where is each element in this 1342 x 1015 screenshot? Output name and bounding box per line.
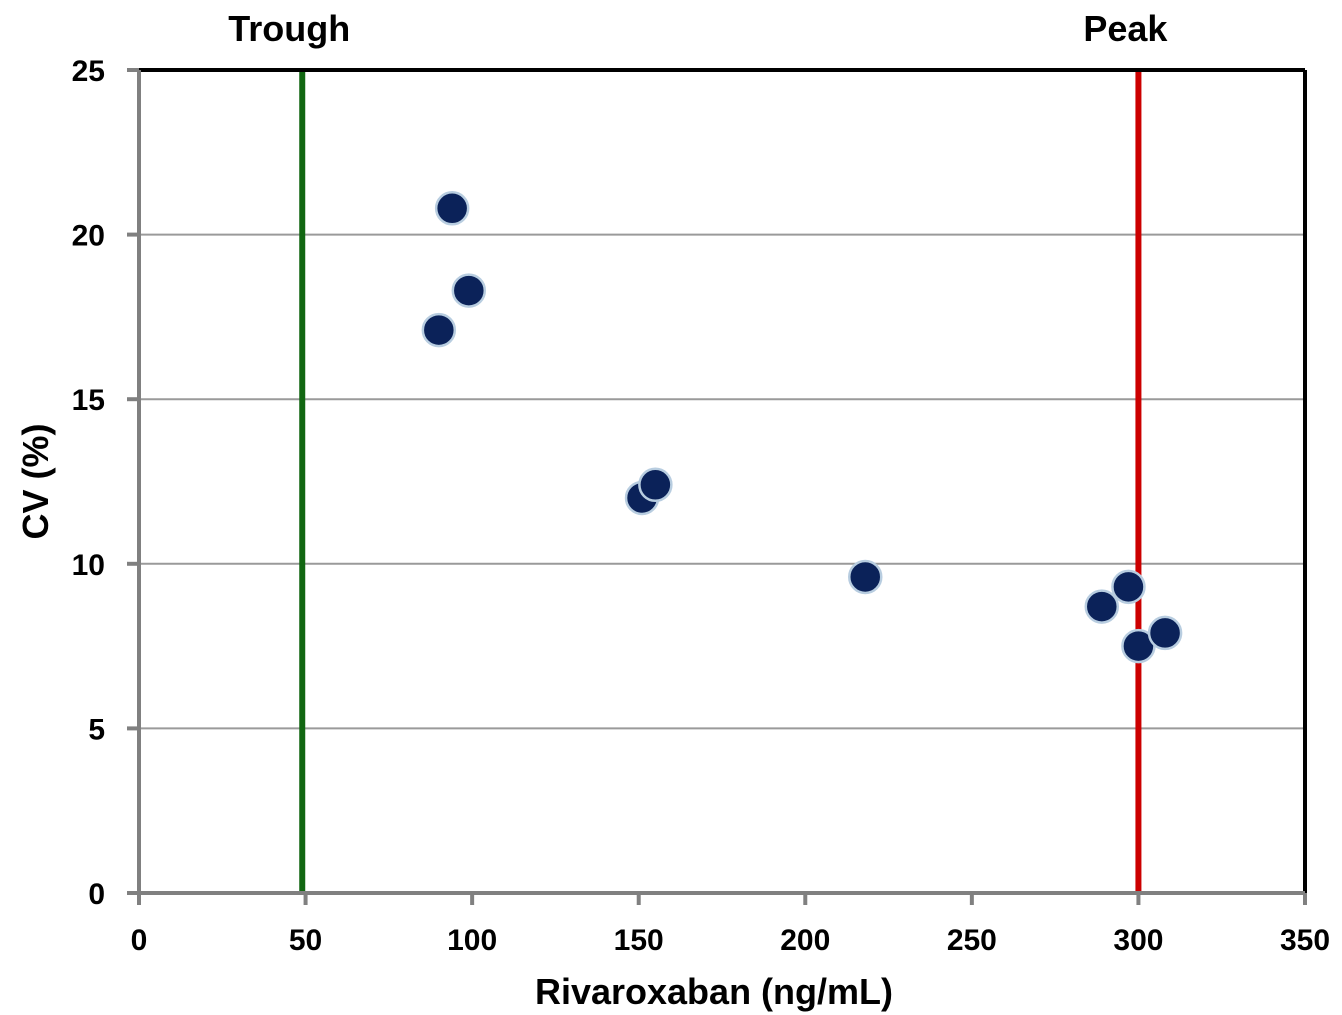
data-point: [421, 312, 457, 348]
y-tick-label: 25: [72, 55, 105, 88]
data-point: [451, 273, 487, 308]
data-point: [848, 559, 883, 595]
axes: [127, 68, 1307, 905]
data-point: [1084, 589, 1120, 624]
x-tick-label: 0: [131, 924, 148, 957]
y-tick-label: 20: [72, 220, 105, 253]
x-tick-label: 50: [289, 924, 322, 957]
data-points: [421, 191, 1183, 664]
reference-label: Trough: [228, 8, 350, 49]
y-tick-label: 15: [72, 384, 105, 417]
x-tick-label: 200: [780, 924, 830, 957]
data-point: [638, 467, 673, 503]
x-tick-label: 150: [614, 924, 664, 957]
x-axis-title: Rivaroxaban (ng/mL): [535, 971, 893, 1012]
y-axis-title: CV (%): [15, 424, 56, 540]
x-tick-label: 350: [1280, 924, 1330, 957]
data-point: [434, 191, 470, 226]
gridlines: [139, 69, 1305, 730]
reference-label: Peak: [1083, 8, 1168, 49]
data-point: [1147, 615, 1183, 651]
reference-lines: Trough Peak: [228, 8, 1168, 893]
x-tick-label: 300: [1113, 924, 1163, 957]
y-tick-label: 5: [88, 713, 105, 746]
y-tick-label: 10: [72, 549, 105, 582]
y-tick-label: 0: [88, 878, 105, 911]
x-tick-label: 100: [447, 924, 497, 957]
x-tick-label: 250: [947, 924, 997, 957]
data-point: [1111, 569, 1146, 605]
